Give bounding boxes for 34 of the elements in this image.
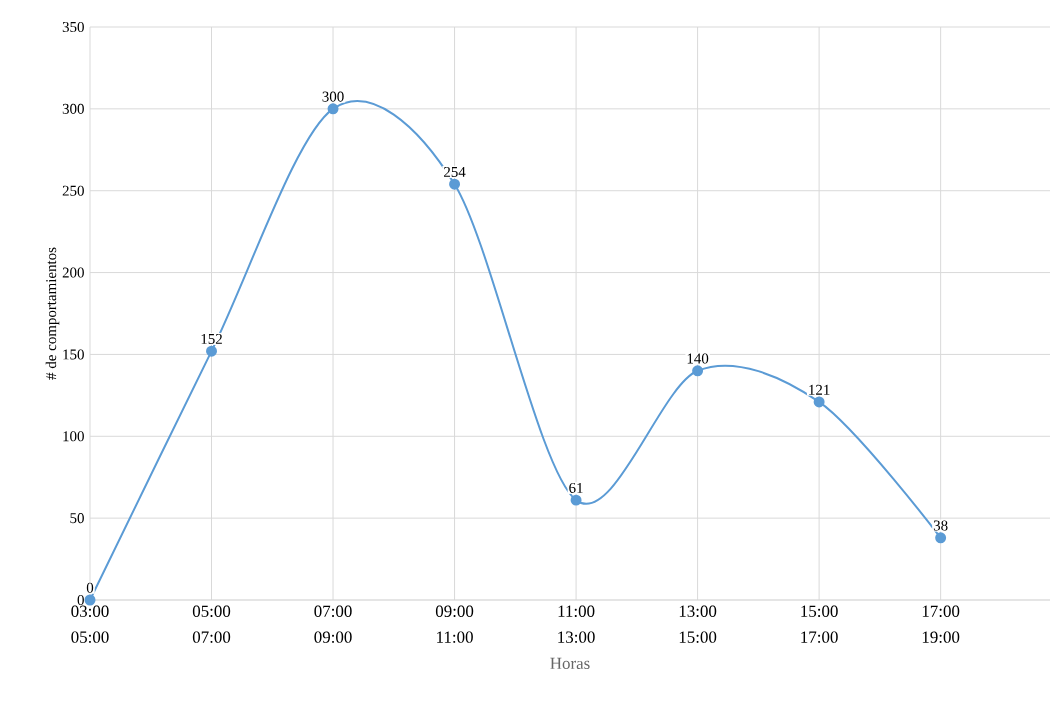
y-tick-label: 350 — [62, 21, 84, 33]
data-label: 140 — [687, 353, 709, 364]
y-tick-label: 200 — [62, 267, 84, 278]
y-tick-label: 150 — [63, 349, 84, 360]
data-label: 38 — [933, 520, 948, 531]
x-axis-title: Horas — [550, 657, 590, 670]
x-tick-label: 09:00 11:00 — [435, 605, 474, 643]
point — [449, 178, 461, 190]
data-label: 152 — [201, 333, 222, 344]
point — [570, 494, 582, 506]
x-tick-label: 03:00 05:00 — [71, 605, 109, 643]
x-tick-label: 11:00 13:00 — [558, 605, 595, 643]
y-tick-label: 300 — [62, 103, 84, 114]
point — [206, 345, 217, 357]
y-tick-label: 0 — [77, 594, 84, 606]
y-tick-label: 50 — [70, 513, 84, 524]
y-tick-label: 250 — [62, 185, 84, 196]
x-tick-label: 05:00 07:00 — [192, 605, 231, 643]
y-tick-label: 100 — [63, 431, 84, 442]
x-tick-label: 17:00 19:00 — [922, 605, 960, 643]
data-label: 0 — [86, 582, 94, 593]
data-label: 121 — [809, 384, 830, 395]
data-label: 254 — [444, 166, 466, 177]
x-tick-label: 07:00 09:00 — [314, 605, 352, 643]
point — [84, 594, 96, 606]
y-axis-title: # de comportamientos — [45, 247, 60, 380]
point — [327, 103, 339, 115]
x-tick-label: 15:00 17:00 — [801, 605, 838, 643]
point — [813, 396, 825, 408]
x-tick-label: 13:00 15:00 — [679, 605, 717, 643]
point — [692, 365, 704, 377]
data-label: 61 — [569, 482, 583, 493]
data-label: 300 — [322, 91, 344, 102]
point — [935, 532, 947, 544]
